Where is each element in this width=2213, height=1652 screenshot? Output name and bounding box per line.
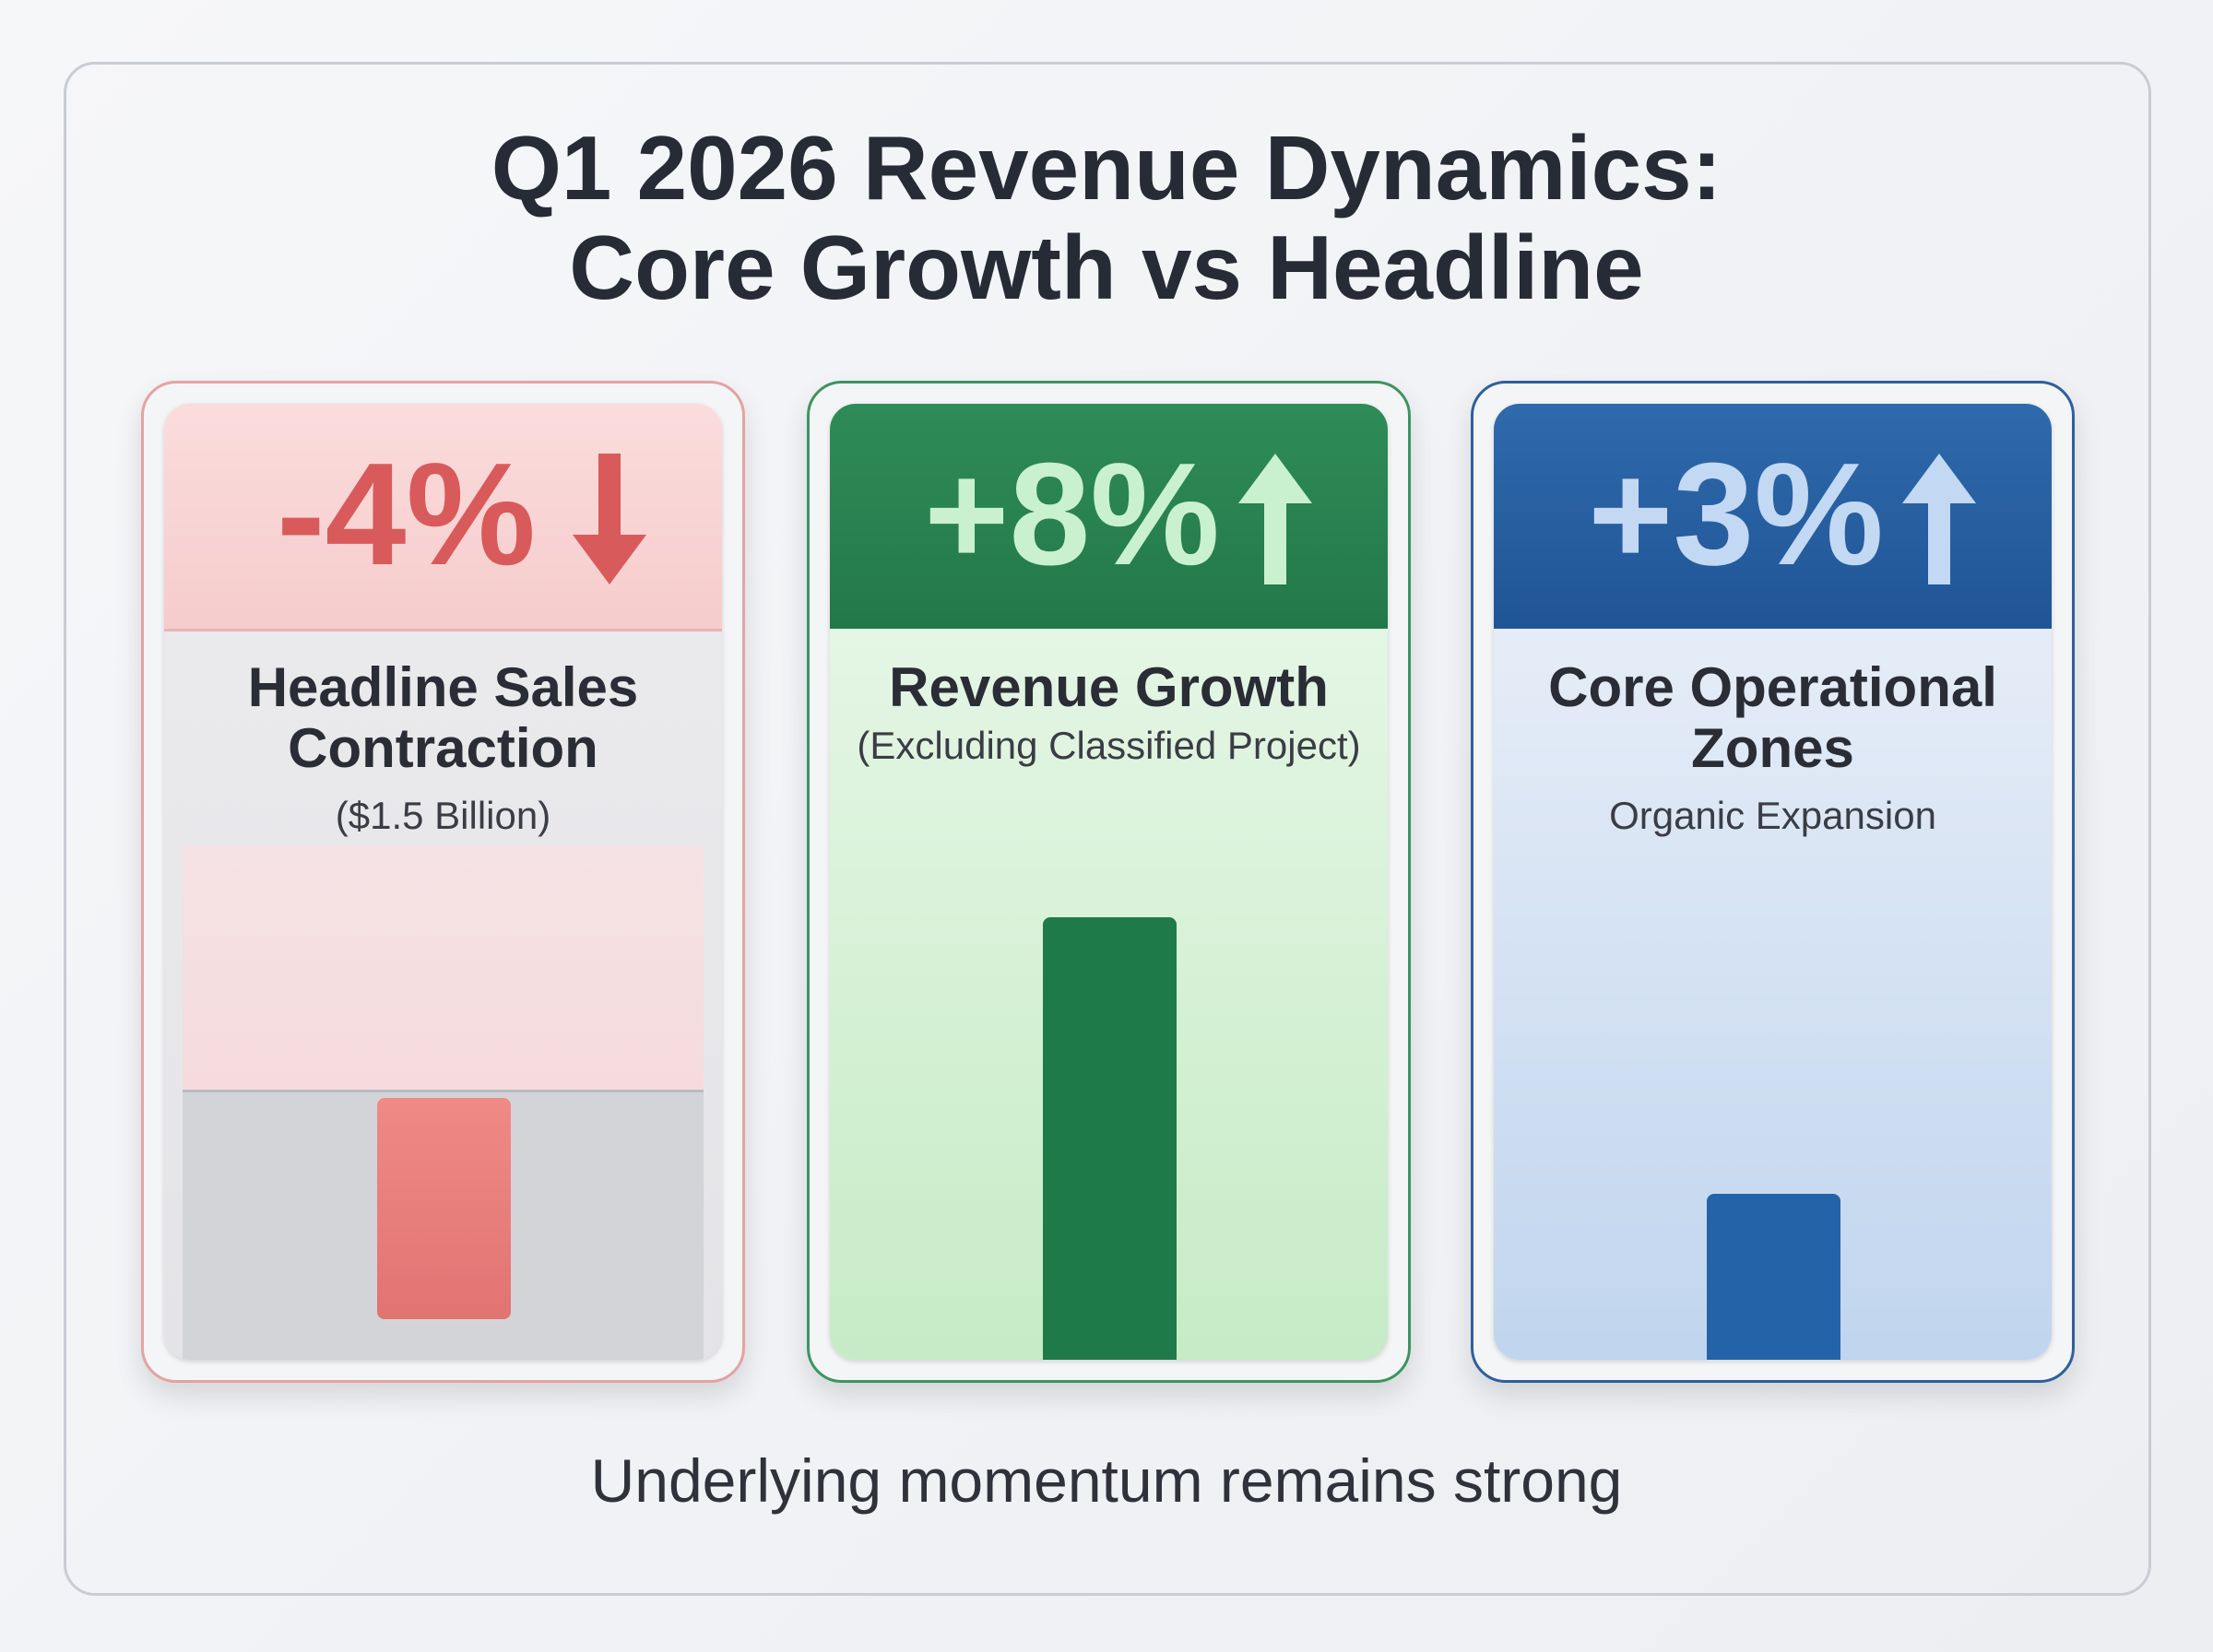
- value-label: +3%: [1588, 433, 1884, 596]
- value-label: -4%: [277, 433, 536, 596]
- trend-arrow: [573, 454, 646, 584]
- card-subtitle: Organic Expansion: [1609, 794, 1936, 837]
- card: +8% Revenue Growth (Excluding Classified P…: [807, 381, 1411, 1383]
- trend-arrow: [1902, 454, 1976, 584]
- card-panel: +3% Core Operational Zones Organic Expansi…: [1494, 404, 2052, 1360]
- card: -4% Headline Sales Contraction ($1.5 Billi…: [141, 381, 745, 1383]
- arrow-shape: [573, 454, 646, 584]
- frame: [64, 62, 2151, 1596]
- bar: [376, 1098, 511, 1319]
- plot-area: [183, 846, 704, 1360]
- bar: [1706, 1194, 1840, 1360]
- card-subtitle: (Excluding Classified Project): [857, 724, 1361, 767]
- plot-area: [1512, 846, 2033, 1360]
- card-subtitle: ($1.5 Billion): [335, 794, 551, 837]
- card-panel: +8% Revenue Growth (Excluding Classified P…: [830, 404, 1388, 1360]
- card-name: Headline Sales Contraction: [247, 656, 639, 779]
- trend-arrow: [1238, 454, 1312, 584]
- card-name: Core Operational Zones: [1548, 656, 1997, 779]
- arrow-shape: [1238, 454, 1312, 584]
- card-header: +8%: [830, 404, 1388, 629]
- card-header: -4%: [164, 404, 722, 631]
- chart-title: Q1 2026 Revenue Dynamics: Core Growth vs…: [491, 117, 1722, 318]
- bar: [1042, 917, 1177, 1360]
- caption: Underlying momentum remains strong: [590, 1446, 1623, 1515]
- arrow-shape: [1902, 454, 1976, 584]
- plot-area: [848, 846, 1369, 1360]
- value-label: +8%: [924, 433, 1220, 596]
- card-header: +3%: [1494, 404, 2052, 629]
- card-name: Revenue Growth: [889, 656, 1329, 718]
- card-panel: -4% Headline Sales Contraction ($1.5 Billi…: [164, 404, 722, 1360]
- card: +3% Core Operational Zones Organic Expansi…: [1471, 381, 2075, 1383]
